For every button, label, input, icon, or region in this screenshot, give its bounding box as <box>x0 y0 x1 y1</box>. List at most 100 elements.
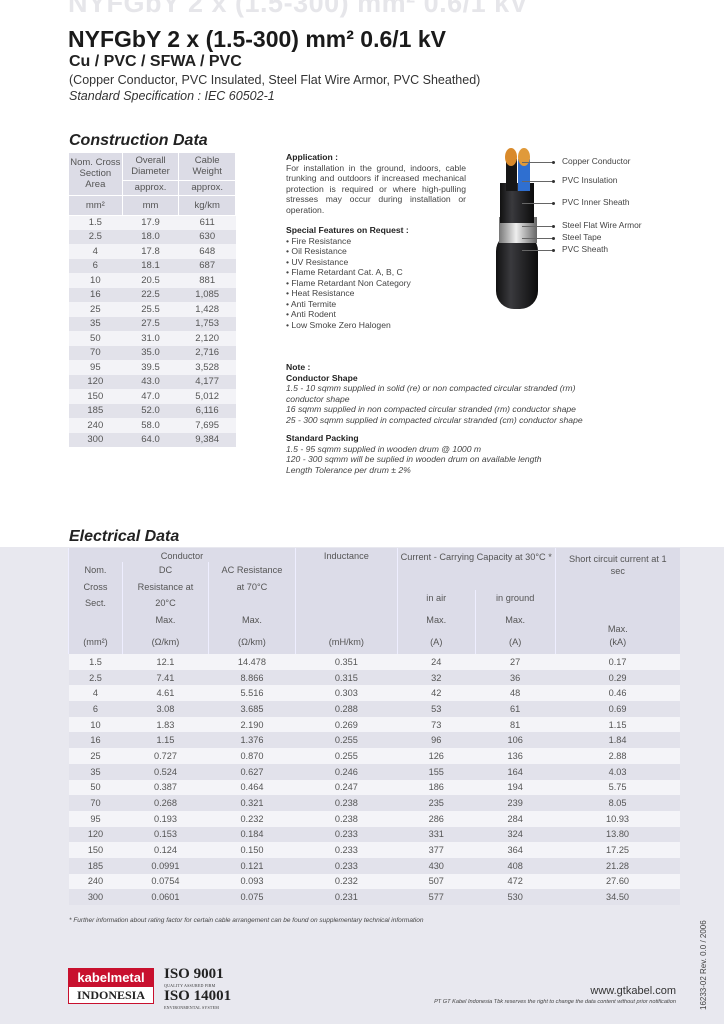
table-cell: 39.5 <box>122 360 179 375</box>
leader-line <box>522 162 553 163</box>
table-cell: 35.0 <box>122 345 179 360</box>
iso-14001-caption: ENVIRONMENTAL SYSTEM <box>164 1005 219 1010</box>
table-cell: 331 <box>397 826 476 843</box>
table-cell: 0.124 <box>122 842 209 858</box>
table-cell: 6,116 <box>178 403 236 418</box>
table-cell: 0.255 <box>295 748 398 764</box>
footnote: * Further information about rating facto… <box>69 917 424 924</box>
features-heading: Special Features on Request : <box>286 225 409 235</box>
conductor-shape-line: 25 - 300 sqmm supplied in compacted circ… <box>286 414 583 425</box>
document-code: 16233-02 Rev. 0.0 / 2006 <box>699 920 708 1010</box>
table-cell: 81 <box>475 716 556 733</box>
table-cell: 1.376 <box>208 732 296 749</box>
table-cell: 95 <box>68 360 123 375</box>
header-nom-cross-sect: Nom. Cross Sect. <box>68 562 123 612</box>
max-label: Max. <box>207 612 296 634</box>
cable-construction-code: Cu / PVC / SFWA / PVC <box>69 53 242 70</box>
website-link[interactable]: www.gtkabel.com <box>590 985 676 997</box>
table-cell: 17.9 <box>122 215 179 230</box>
table-cell: 8.866 <box>208 669 296 686</box>
table-cell: 18.1 <box>122 258 179 273</box>
leader-line <box>522 238 553 239</box>
packing-line: Length Tolerance per drum ± 2% <box>286 464 411 475</box>
unit-label: (A) <box>474 634 556 654</box>
iso-9001-caption: QUALITY ASSURED FIRM <box>164 983 216 988</box>
table-row: 120 43.0 4,177 <box>68 374 236 389</box>
table-cell: 194 <box>475 779 556 796</box>
table-cell: 50 <box>68 779 123 796</box>
table-cell: 61 <box>475 701 556 717</box>
feature-item: Fire Resistance <box>286 236 466 247</box>
table-cell: 4.61 <box>122 685 209 702</box>
leader-line <box>522 181 553 182</box>
table-cell: 240 <box>68 418 123 433</box>
cable-label: Copper Conductor <box>562 156 631 166</box>
table-cell: 1.5 <box>68 215 123 230</box>
table-cell: 0.153 <box>122 826 209 843</box>
table-row: 150 47.0 5,012 <box>68 389 236 404</box>
header-in-air: in air <box>396 590 476 612</box>
table-cell: 0.238 <box>295 810 398 827</box>
table-row: 95 0.193 0.232 0.238 286 284 10.93 <box>68 810 680 827</box>
logo-top: kabelmetal <box>69 969 153 987</box>
electrical-table: Conductor Inductance Current - Carrying … <box>68 548 680 905</box>
table-cell: 0.288 <box>295 701 398 717</box>
table-cell: 7.41 <box>122 669 209 686</box>
leader-line <box>522 250 553 251</box>
unit-label: (A) <box>396 634 476 654</box>
table-cell: 286 <box>397 810 476 827</box>
table-cell: 2.190 <box>208 716 296 733</box>
table-cell: 377 <box>397 842 476 858</box>
cable-label: PVC Sheath <box>562 244 609 254</box>
table-cell: 64.0 <box>122 432 179 447</box>
table-cell: 0.184 <box>208 826 296 843</box>
table-row: 70 0.268 0.321 0.238 235 239 8.05 <box>68 795 680 811</box>
construction-heading: Construction Data <box>69 132 208 149</box>
packing-line: 120 - 300 sqmm will be suplied in wooden… <box>286 454 542 464</box>
table-cell: 10 <box>68 273 123 288</box>
table-cell: 0.121 <box>208 857 296 874</box>
max-label: Max. <box>474 612 556 634</box>
standard-specification: Standard Specification : IEC 60502-1 <box>69 89 275 103</box>
table-row: 2.5 7.41 8.866 0.315 32 36 0.29 <box>68 669 680 686</box>
table-cell: 13.80 <box>555 826 680 843</box>
table-cell: 2.88 <box>555 748 680 764</box>
table-cell: 0.233 <box>295 857 398 874</box>
table-cell: 50 <box>68 331 123 346</box>
feature-item: Flame Retardant Non Category <box>286 278 466 289</box>
table-cell: 27.60 <box>555 873 680 890</box>
conductor-shape-line: 1.5 - 10 sqmm supplied in solid (re) or … <box>286 383 576 404</box>
table-cell: 136 <box>475 748 556 764</box>
table-cell: 1.83 <box>122 716 209 733</box>
table-row: 240 58.0 7,695 <box>68 418 236 433</box>
table-cell: 1.15 <box>122 732 209 749</box>
table-row: 70 35.0 2,716 <box>68 345 236 360</box>
table-cell: 0.387 <box>122 779 209 796</box>
table-cell: 2.5 <box>68 229 123 244</box>
table-cell: 0.246 <box>295 763 398 780</box>
leader-dot <box>552 224 555 228</box>
leader-dot <box>552 179 555 183</box>
unit-label: (Ω/km) <box>207 634 296 654</box>
table-cell: 611 <box>178 215 236 230</box>
leader-line <box>522 226 553 227</box>
table-cell: 630 <box>178 229 236 244</box>
cable-illustration <box>496 148 538 309</box>
table-row: 6 18.1 687 <box>68 258 236 273</box>
table-cell: 24 <box>397 654 476 670</box>
application-text: For installation in the ground, indoors,… <box>286 162 466 215</box>
feature-item: Oil Resistance <box>286 246 466 257</box>
table-row: 4 17.8 648 <box>68 244 236 259</box>
table-row: 150 0.124 0.150 0.233 377 364 17.25 <box>68 842 680 858</box>
unit-label: (mm²) <box>68 634 123 654</box>
table-cell: 25 <box>68 748 123 764</box>
table-cell: 0.627 <box>208 763 296 780</box>
table-cell: 8.05 <box>555 795 680 811</box>
table-cell: 9,384 <box>178 432 236 447</box>
table-cell: 31.0 <box>122 331 179 346</box>
table-cell: 0.233 <box>295 826 398 843</box>
header-in-ground: in ground <box>474 590 556 612</box>
title-watermark: NYFGbY 2 x (1.5-300) mm² 0.6/1 kV <box>68 0 529 18</box>
table-cell: 52.0 <box>122 403 179 418</box>
table-cell: 6 <box>68 701 123 717</box>
